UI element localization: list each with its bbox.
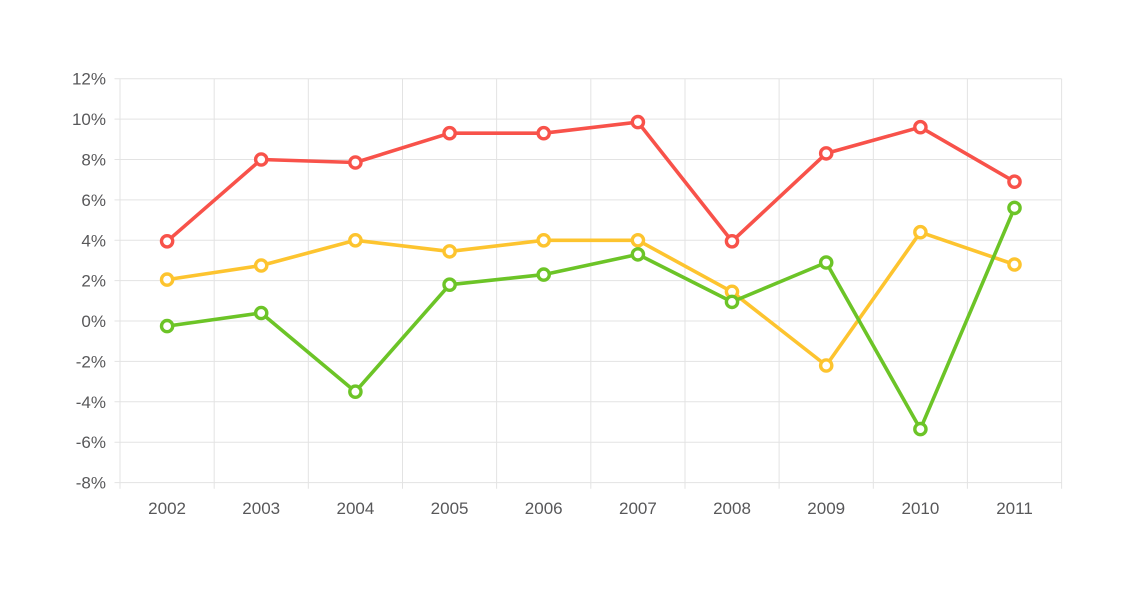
svg-text:2007: 2007 (619, 499, 657, 518)
svg-text:6%: 6% (81, 191, 106, 210)
svg-text:0%: 0% (81, 312, 106, 331)
svg-text:-8%: -8% (76, 474, 106, 493)
svg-text:-2%: -2% (76, 352, 106, 371)
svg-text:2006: 2006 (525, 499, 563, 518)
svg-text:2003: 2003 (242, 499, 280, 518)
svg-text:12%: 12% (72, 70, 106, 89)
svg-text:8%: 8% (81, 151, 106, 170)
svg-text:2004: 2004 (336, 499, 374, 518)
svg-text:10%: 10% (72, 110, 106, 129)
svg-text:4%: 4% (81, 231, 106, 250)
svg-text:-6%: -6% (76, 433, 106, 452)
svg-text:2011: 2011 (996, 499, 1033, 518)
svg-text:2002: 2002 (148, 499, 186, 518)
svg-text:2008: 2008 (713, 499, 751, 518)
svg-text:2010: 2010 (901, 499, 939, 518)
svg-text:2005: 2005 (431, 499, 469, 518)
svg-text:2009: 2009 (807, 499, 845, 518)
svg-text:-4%: -4% (76, 393, 106, 412)
svg-text:2%: 2% (81, 272, 106, 291)
